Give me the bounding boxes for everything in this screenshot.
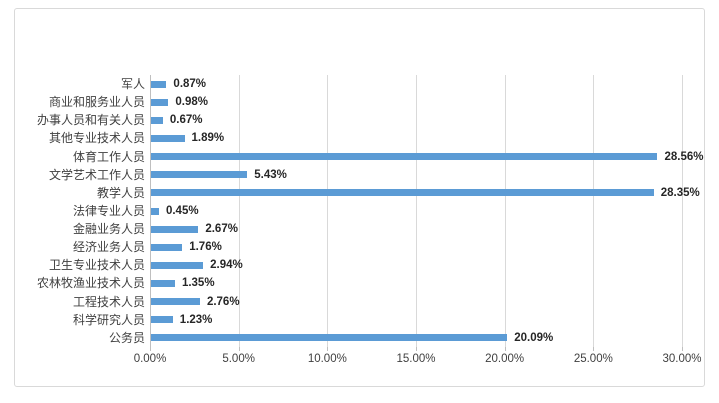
category-label: 卫生专业技术人员 [48,258,145,273]
data-label: 5.43% [254,168,287,181]
bar [151,243,183,251]
bar [151,134,185,142]
gridline [238,75,240,347]
category-label: 文学艺术工作人员 [48,167,145,182]
category-label: 商业和服务业人员 [48,95,145,110]
y-axis-line [150,75,151,347]
bar [151,189,654,197]
category-label: 教学人员 [96,185,145,200]
data-label: 0.98% [175,96,208,109]
data-label: 1.35% [181,277,215,290]
category-label: 办事人员和有关人员 [36,113,145,128]
data-label: 1.89% [191,132,225,145]
bar [151,225,199,233]
axis-tick [593,347,595,351]
axis-tick [682,347,683,351]
gridline [682,75,683,347]
axis-tick [504,347,506,351]
category-label: 科学研究人员 [72,312,145,327]
category-label: 金融业务人员 [72,222,145,237]
bar [151,298,200,306]
chart-frame [14,8,705,387]
data-label: 20.09% [514,331,554,344]
bar [151,334,508,342]
data-label: 1.76% [189,241,222,254]
data-label: 2.67% [205,223,238,236]
category-label: 其他专业技术人员 [48,131,145,146]
bar [151,280,175,288]
x-tick-label: 30.00% [662,353,702,365]
x-tick-label: 10.00% [307,353,347,365]
axis-tick [416,347,417,351]
data-label: 2.76% [206,295,240,308]
data-label: 0.45% [165,204,199,217]
category-label: 工程技术人员 [72,294,145,309]
axis-tick [238,347,240,351]
category-label: 公务员 [108,330,145,345]
data-label: 0.87% [173,78,207,90]
data-label: 28.35% [660,186,700,199]
bar [151,316,173,324]
gridline [416,75,417,347]
bar [151,153,658,161]
gridline [504,75,506,347]
x-tick-label: 15.00% [396,353,436,365]
category-label: 经济业务人员 [72,240,145,255]
bar [151,80,167,88]
bar [151,98,169,106]
x-tick-label: 5.00% [222,353,255,365]
axis-tick [150,347,151,351]
category-label: 体育工作人员 [72,149,145,164]
category-label: 农林牧渔业技术人员 [36,276,145,291]
bar [151,116,163,124]
gridline [327,75,329,347]
bar [151,171,248,179]
data-label: 0.67% [169,114,203,127]
axis-tick [327,347,329,351]
category-label: 军人 [120,77,145,91]
data-label: 28.56% [664,150,704,163]
bar [151,261,204,269]
x-tick-label: 25.00% [573,353,613,365]
data-label: 1.23% [179,313,213,326]
bar [151,207,159,215]
data-label: 2.94% [210,259,243,272]
x-tick-label: 20.00% [485,353,525,365]
gridline [593,75,595,347]
category-label: 法律专业人员 [72,203,145,218]
x-tick-label: 0.00% [133,353,167,365]
